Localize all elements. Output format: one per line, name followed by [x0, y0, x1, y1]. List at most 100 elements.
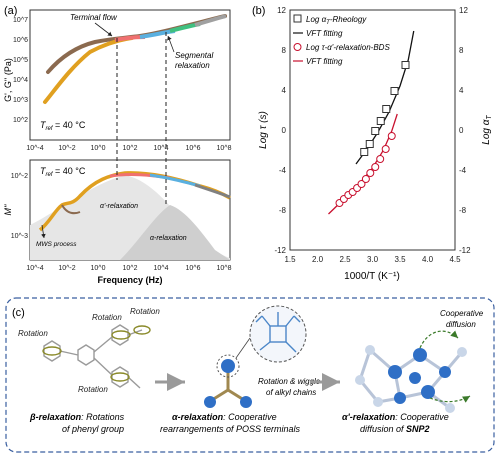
- bottom-xticks: 10^-4 10^-2 10^0 10^2 10^4 10^6 10^8: [26, 265, 231, 272]
- alpha-label: α-relaxation: [150, 235, 187, 242]
- ytick-left-m4: -4: [279, 166, 287, 175]
- xtick-b-3: 2.5: [339, 255, 351, 264]
- panel-a-bottom-plot: 10^-2 10^-3 M'' Tref = 40 °C α'-relaxati…: [3, 159, 231, 261]
- svg-text:10^4: 10^4: [154, 145, 169, 152]
- coop-label-1: Cooperative: [440, 309, 484, 318]
- rotation-icon: [133, 325, 151, 335]
- xtick-b-6: 4.0: [422, 255, 434, 264]
- xtick-b-2: 2.0: [312, 255, 324, 264]
- rotation-label-3: Rotation: [130, 307, 160, 316]
- bottom-ylabel: M'': [3, 204, 13, 215]
- ytick-right-m4: -4: [459, 166, 467, 175]
- bds-point-6: [361, 175, 370, 183]
- panel-b-legend: Log αT-Rheology VFT fitting Log τ-α'-rel…: [293, 14, 390, 66]
- svg-text:10^4: 10^4: [154, 265, 169, 272]
- beta-caption-1: β-relaxation: Rotations: [29, 412, 125, 422]
- ytick-bot-2: 10^-3: [11, 233, 28, 240]
- legend-item-3: Log τ-α'-relaxation-BDS: [306, 43, 390, 52]
- m-segment-gray: [194, 183, 231, 199]
- ytick-left-4: 4: [282, 86, 287, 95]
- rheology-point-5: [390, 87, 399, 95]
- panel-b-ylabel-right: Log αT: [481, 115, 493, 145]
- svg-text:10^0: 10^0: [91, 145, 106, 152]
- svg-text:10^-4: 10^-4: [26, 265, 43, 272]
- terminal-flow-label: Terminal flow: [70, 13, 118, 22]
- panel-b-xlabel: 1000/T (K⁻¹): [344, 271, 400, 282]
- alphap-caption-2: diffusion of SNP2: [360, 424, 430, 434]
- legend-square-marker: [293, 14, 302, 23]
- svg-text:10^-2: 10^-2: [58, 265, 75, 272]
- rheology-point-1: [365, 140, 374, 148]
- legend-item-2: VFT fitting: [306, 29, 343, 38]
- snp2-network: [355, 330, 471, 413]
- ytick-bot-1: 10^-2: [11, 173, 28, 180]
- segmental-label-1: Segmental: [175, 51, 213, 60]
- panel-a-xlabel: Frequency (Hz): [97, 275, 162, 285]
- svg-text:10^0: 10^0: [91, 265, 106, 272]
- svg-text:10^2: 10^2: [123, 145, 138, 152]
- svg-text:10^6: 10^6: [186, 265, 201, 272]
- alpha-area: [120, 205, 230, 260]
- rheology-point-6: [401, 61, 410, 69]
- rotation-icons: [42, 325, 151, 382]
- ytick-right-0: 0: [459, 126, 464, 135]
- bds-point-9: [376, 155, 385, 163]
- wiggle-label-1: Rotation & wiggle: [258, 377, 321, 386]
- ytick-top-1: 10^7: [13, 17, 28, 24]
- ytick-top-4: 10^4: [13, 77, 28, 84]
- tref-top: Tref = 40 °C: [40, 120, 86, 132]
- panel-a-label: (a): [4, 5, 17, 17]
- segment-gray: [194, 14, 227, 27]
- rotation-icon: [110, 372, 130, 382]
- rotation-label-1: Rotation: [18, 329, 48, 338]
- poss-zoom-circle: [249, 305, 307, 363]
- alphap-caption-1: α'-relaxation: Cooperative: [342, 412, 449, 422]
- rotation-icon: [111, 330, 131, 340]
- top-ylabel: G', G'' (Pa): [3, 58, 13, 102]
- alpha-prime-label: α'-relaxation: [100, 203, 138, 210]
- svg-text:10^-4: 10^-4: [26, 145, 43, 152]
- rheology-point-0: [360, 148, 369, 156]
- rheology-point-4: [382, 105, 391, 113]
- ytick-right-12: 12: [459, 6, 468, 15]
- rotation-label-2: Rotation: [92, 313, 122, 322]
- bds-point-8: [371, 163, 380, 171]
- ytick-left-8: 8: [282, 46, 287, 55]
- ytick-top-3: 10^5: [13, 57, 28, 64]
- legend-item-4: VFT fitting: [306, 57, 343, 66]
- bds-point-5: [357, 180, 366, 188]
- svg-text:10^2: 10^2: [123, 265, 138, 272]
- ytick-right-m8: -8: [459, 206, 467, 215]
- legend-item-1: Log αT-Rheology: [306, 15, 367, 26]
- panel-c-label: (c): [12, 307, 25, 319]
- svg-text:10^-2: 10^-2: [58, 145, 75, 152]
- tref-bottom: Tref = 40 °C: [40, 166, 86, 178]
- ytick-right-m12: -12: [459, 246, 471, 255]
- bds-point-11: [387, 132, 396, 140]
- ytick-left-0: 0: [282, 126, 287, 135]
- bds-point-10: [381, 145, 390, 153]
- ytick-left-12: 12: [277, 6, 286, 15]
- panel-b-ylabel-left: Log τ (s): [258, 111, 269, 149]
- top-xticks: 10^-4 10^-2 10^0 10^2 10^4 10^6 10^8: [26, 145, 231, 152]
- svg-text:10^8: 10^8: [217, 145, 232, 152]
- mws-label: MWS process: [36, 241, 77, 248]
- bds-point-7: [366, 169, 375, 177]
- legend-circle-marker: [293, 43, 302, 51]
- ytick-top-5: 10^3: [13, 97, 28, 104]
- rheology-point-2: [371, 127, 380, 135]
- ytick-top-6: 10^2: [13, 117, 28, 124]
- xtick-b-7: 4.5: [449, 255, 461, 264]
- alpha-caption-1: α-relaxation: Cooperative: [172, 412, 277, 422]
- coop-label-2: diffusion: [446, 320, 476, 329]
- segmental-label-2: relaxation: [175, 61, 210, 70]
- ytick-left-m8: -8: [279, 206, 287, 215]
- wiggle-label-2: of alkyl chains: [266, 388, 316, 397]
- alpha-caption-2: rearrangements of POSS terminals: [160, 424, 301, 434]
- m-segment-brown: [61, 204, 81, 215]
- xtick-b-5: 3.5: [394, 255, 406, 264]
- svg-text:10^8: 10^8: [217, 265, 232, 272]
- ytick-right-8: 8: [459, 46, 464, 55]
- svg-text:10^6: 10^6: [186, 145, 201, 152]
